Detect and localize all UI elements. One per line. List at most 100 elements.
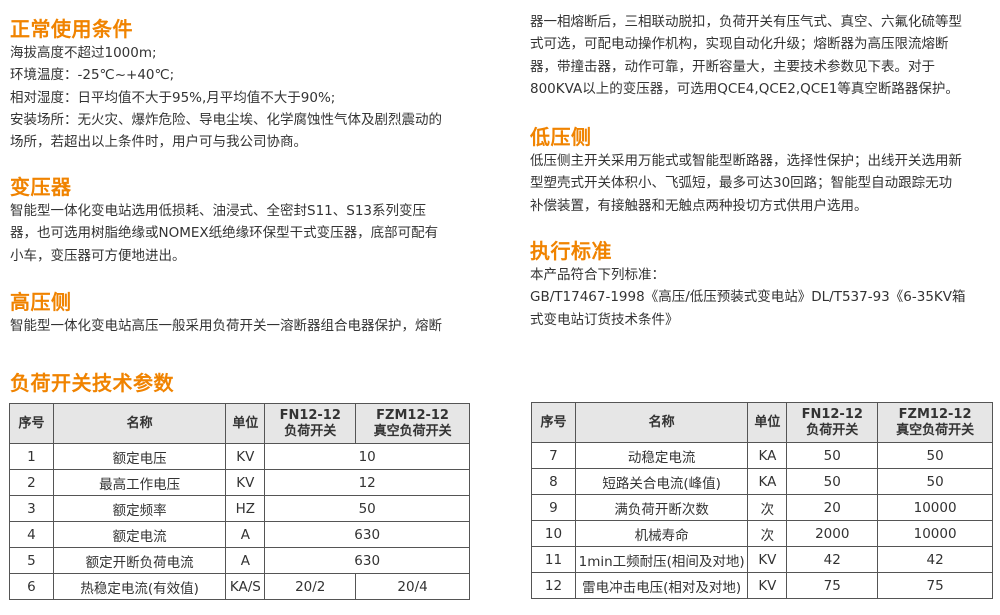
cell-no: 10 [531,520,576,547]
table-row: 11 1min工频耐压(相间及对地) KV 42 42 [531,546,993,573]
cell-merged: 630 [264,521,470,548]
cell-unit: KV [225,469,266,496]
text-line: 场所，若超出以上条件时，用户可与我公司协商。 [10,134,307,151]
cell-unit: KV [747,546,788,573]
section-transformer: 变压器 智能型一体化变电站选用低损耗、油浸式、全密封S11、S13系列变压 器，也… [10,174,438,267]
heading-conditions: 正常使用条件 [10,17,133,41]
text-line: 环境温度：-25℃~+40℃; [10,67,175,84]
cell-unit: KV [225,443,266,470]
cell-fn: 20/2 [264,573,357,600]
cell-fn: 50 [786,442,879,469]
cell-merged: 12 [264,469,470,496]
cell-no: 6 [9,573,54,600]
text-line: GB/T17467-1998《高压/低压预装式变电站》DL/T537-93《6-… [530,289,966,306]
table-row: 9 满负荷开断次数次 20 10000 [531,494,993,521]
params-table-left: 序号 名称 单位 FN12-12 负荷开关 FZM12-12 真空负荷开关 1 额定电… [9,403,470,600]
header-name: 名称 [574,402,749,443]
cell-fn: 75 [786,572,879,599]
cell-unit: A [225,547,266,574]
table-row: 12 雷电冲击电压(相对及对地) KV 75 75 [531,572,993,599]
cell-unit: KV [747,572,788,599]
cell-unit: 次 [747,494,788,521]
cell-no: 3 [9,495,54,522]
header-fn: FN12-12 负荷开关 [786,402,879,443]
text-line: 器，也可选用树脂绝缘或NOMEX纸绝缘环保型干式变压器，底部可配有 [10,225,439,242]
cell-no: 8 [531,468,576,495]
fzm-model: FZM12-12 [376,407,449,423]
table-row: 4 额定电流 A 630 [9,521,470,548]
header-fzm: FZM12-12 真空负荷开关 [877,402,993,443]
cell-merged: 10 [264,443,470,470]
cell-no: 9 [531,494,576,521]
transformer-text: 智能型一体化变电站选用低损耗、油浸式、全密封S11、S13系列变压 器，也可选用树… [10,200,438,267]
text-line: 智能型一体化变电站选用低损耗、油浸式、全密封S11、S13系列变压 [10,203,426,219]
cell-unit: 次 [747,520,788,547]
cell-fn: 50 [786,468,879,495]
fn-type: 负荷开关 [284,423,337,439]
header-unit: 单位 [225,403,266,444]
cell-fzm: 42 [877,546,993,573]
text-line: 小车，变压器可方便地进出。 [10,247,186,264]
cell-fzm: 75 [877,572,993,599]
cell-fn: 2000 [786,520,879,547]
cell-name: 满负荷开断次数 [574,494,749,521]
table-header-row: 序号 名称 单位 FN12-12 负荷开关 FZM12-12 真空负荷开关 [531,402,993,443]
text-line: 低压侧主开关采用万能式或智能型断路器，选择性保护；出线开关选用新 [530,153,962,169]
table-row: 5 额定开断负荷电流 A 630 [9,547,470,574]
heading-high-voltage: 高压侧 [10,290,72,314]
text-line: 相对湿度：日平均值不大于95%,月平均值不大于90%; [10,89,336,106]
cell-name: 机械寿命 [574,520,749,547]
cell-unit: HZ [225,495,266,522]
fn-model: FN12-12 [279,407,341,423]
cell-name: 动稳定电流 [574,442,749,469]
table-row: 7 动稳定电流 KA 50 50 [531,442,993,469]
cell-merged: 630 [264,547,470,574]
high-voltage-line: 式可选，可配电动操作机构，实现自动化升级；熔断器为高压限流熔断 [530,36,949,53]
cell-unit: A [225,521,266,548]
fn-model: FN12-12 [801,406,863,422]
fn-type: 负荷开关 [806,422,859,438]
high-voltage-line: 智能型一体化变电站高压一般采用负荷开关一溶断器组合电器保护，熔断 [10,318,442,334]
standards-text: 本产品符合下列标准： GB/T17467-1998《高压/低压预装式变电站》DL/… [530,264,966,331]
fzm-type: 真空负荷开关 [896,422,975,438]
conditions-text: 海拔高度不超过1000m; 环境温度：-25℃~+40℃; 相对湿度：日平均值不大于… [10,42,442,153]
cell-fzm: 10000 [877,494,993,521]
text-line: 型塑壳式开关体积小、飞弧短，最多可达30回路；智能型自动跟踪无功 [530,175,953,192]
table-row: 10 机械寿命次 2000 10000 [531,520,993,547]
cell-name: 额定频率 [52,495,227,522]
table-title: 负荷开关技术参数 [10,371,174,395]
section-high-voltage: 高压侧 智能型一体化变电站高压一般采用负荷开关一溶断器组合电器保护，熔断 [10,289,442,337]
header-name: 名称 [52,403,227,444]
header-unit: 单位 [747,402,788,443]
cell-no: 5 [9,547,54,574]
table-row: 6 热稳定电流(有效值) KA/S 20/2 20/4 [9,573,470,600]
high-voltage-line: 器一相熔断后，三相联动脱扣，负荷开关有压气式、真空、六氟化硫等型 [530,14,962,30]
cell-fzm: 20/4 [355,573,470,600]
cell-fzm: 50 [877,468,993,495]
table-row: 2 最高工作电压 KV 12 [9,469,470,496]
cell-fzm: 50 [877,442,993,469]
text-line: 海拔高度不超过1000m; [10,45,157,61]
section-high-voltage-cont: 器一相熔断后，三相联动脱扣，负荷开关有压气式、真空、六氟化硫等型 式可选，可配电… [530,11,962,100]
cell-no: 11 [531,546,576,573]
section-standards: 执行标准 本产品符合下列标准： GB/T17467-1998《高压/低压预装式变电… [530,238,966,331]
cell-no: 12 [531,572,576,599]
header-no: 序号 [9,403,54,444]
header-fn: FN12-12 负荷开关 [264,403,357,444]
table-row: 1 额定电压 KV 10 [9,443,470,470]
high-voltage-line: 器，带撞击器，动作可靠，开断容量大，主要技术参数见下表。对于 [530,58,935,75]
cell-unit: KA/S [225,573,266,600]
low-voltage-text: 低压侧主开关采用万能式或智能型断路器，选择性保护；出线开关选用新 型塑壳式开关体积… [530,150,962,217]
table-row: 3 额定频率 HZ 50 [9,495,470,522]
cell-name: 短路关合电流(峰值) [574,468,749,495]
table-header-row: 序号 名称 单位 FN12-12 负荷开关 FZM12-12 真空负荷开关 [9,403,470,444]
cell-fn: 20 [786,494,879,521]
fzm-type: 真空负荷开关 [373,423,452,439]
cell-no: 4 [9,521,54,548]
cell-fzm: 10000 [877,520,993,547]
cell-no: 1 [9,443,54,470]
params-table-right: 序号 名称 单位 FN12-12 负荷开关 FZM12-12 真空负荷开关 7 动稳定… [531,402,993,599]
cell-name: 1min工频耐压(相间及对地) [574,546,749,573]
heading-standards: 执行标准 [530,239,612,263]
heading-transformer: 变压器 [10,175,72,199]
